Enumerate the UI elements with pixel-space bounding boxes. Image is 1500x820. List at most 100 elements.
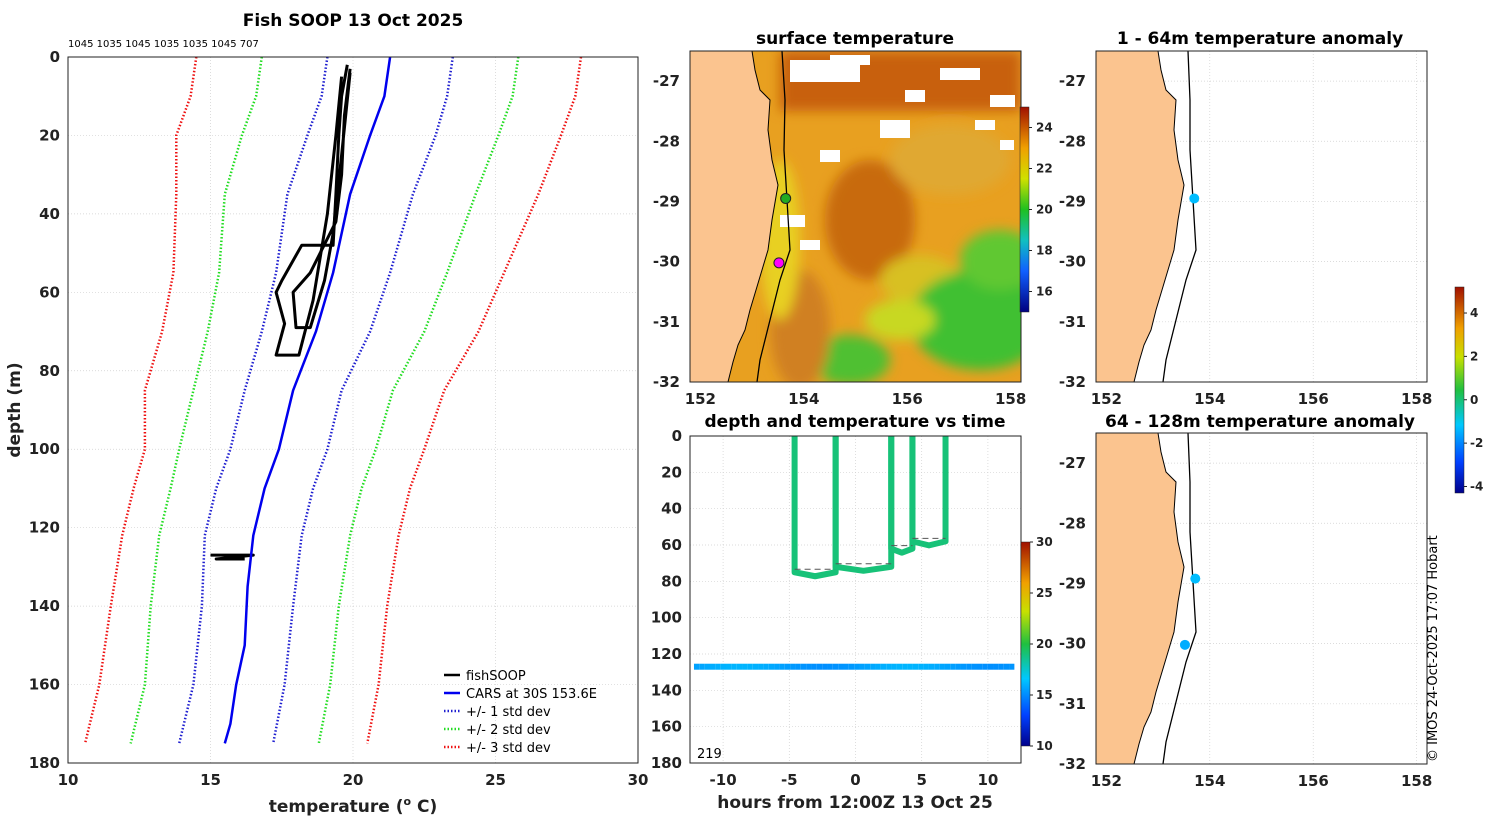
colorbar-tick-label: 25 [1036, 586, 1053, 600]
colorbar-tick-label: 18 [1036, 244, 1053, 258]
x-tick-label: 10 [977, 771, 998, 789]
series--1-std-dev [271, 57, 455, 744]
profile-legend: fishSOOP CARS at 30S 153.6E +/- 1 std de… [444, 669, 597, 756]
shelf-contour [1162, 433, 1197, 764]
land-mass [1096, 51, 1185, 382]
colorbar-tick-label: 10 [1036, 739, 1053, 753]
anomaly-1-64-points [1189, 193, 1200, 204]
anomaly-1-64-axes-box [1095, 50, 1428, 383]
legend-std1: +/- 1 std dev [466, 705, 551, 720]
y-tick-label: 100 [651, 609, 682, 627]
legend-std2: +/- 2 std dev [466, 723, 551, 738]
x-tick-label: 15 [200, 771, 221, 789]
lat-tick-label: -30 [653, 253, 680, 271]
time-series-title: depth and temperature vs time [705, 412, 1006, 432]
lat-tick-label: -30 [1059, 253, 1086, 271]
land-mass [1096, 433, 1185, 764]
lon-tick-label: 156 [892, 390, 923, 408]
lon-tick-label: 152 [1091, 772, 1122, 790]
y-tick-label: 160 [29, 676, 60, 694]
colorbar-tick-label: 20 [1036, 637, 1053, 651]
anomaly-1-64-title: 1 - 64m temperature anomaly [1117, 29, 1403, 49]
anomaly-point [1189, 193, 1200, 204]
colorbar-tick-label: 24 [1036, 121, 1053, 135]
time-series-xlabel: hours from 12:00Z 13 Oct 25 [717, 793, 993, 813]
y-tick-label: 40 [39, 205, 60, 223]
anomaly-64-128-ticks: 152 154 156 158 -27 -28 -29 -30 -31 -32 [1059, 454, 1432, 790]
y-tick-label: 20 [39, 126, 60, 144]
colorbar-tick-label: -4 [1470, 479, 1483, 493]
time-series-panel: depth and temperature vs time -10 -5 0 5 100… [651, 412, 1053, 813]
series--3-std-dev [366, 57, 583, 744]
y-tick-label: 80 [661, 572, 682, 590]
profile-ticks: 10 15 20 25 30 0 20 40 60 80 100 120 140 160 180 [29, 48, 649, 789]
shelf-contour [1162, 51, 1197, 382]
lon-tick-label: 158 [995, 390, 1026, 408]
profile-series [83, 57, 583, 744]
colorbar-tick-label: 16 [1036, 285, 1053, 299]
y-tick-label: 0 [50, 48, 60, 66]
sst-colorbar-ticks: 16 18 20 22 24 [1029, 121, 1053, 299]
colorbar-tick-label: 4 [1470, 306, 1478, 320]
colorbar-tick-label: 22 [1036, 162, 1053, 176]
profile-grid [67, 56, 639, 764]
cast-track [832, 436, 895, 574]
lat-tick-label: -31 [653, 313, 680, 331]
time-series-colorbar [1020, 541, 1031, 747]
y-tick-label: 180 [29, 754, 60, 772]
cast-track [909, 436, 949, 549]
y-tick-label: 180 [651, 754, 682, 772]
lon-tick-label: 158 [1401, 772, 1432, 790]
anomaly-64-128-title: 64 - 128m temperature anomaly [1105, 412, 1415, 432]
time-series-annotation: 219 [697, 747, 722, 762]
y-tick-label: 40 [661, 500, 682, 518]
colorbar-tick-label: -2 [1470, 436, 1483, 450]
y-tick-label: 60 [39, 283, 60, 301]
lat-tick-label: -32 [653, 373, 680, 391]
legend-std3: +/- 3 std dev [466, 741, 551, 756]
colorbar-tick-label: 20 [1036, 203, 1053, 217]
series-fishsoop [274, 64, 349, 357]
x-tick-label: 0 [850, 771, 860, 789]
y-tick-label: 60 [661, 536, 682, 554]
lat-tick-label: -27 [1059, 454, 1086, 472]
colorbar-tick-label: 2 [1470, 349, 1478, 363]
time-series-data [693, 436, 1015, 670]
series--3-std-dev [83, 57, 198, 744]
series-fishsoop [210, 553, 255, 561]
time-series-grid [690, 435, 1021, 764]
lat-tick-label: -28 [653, 132, 680, 150]
shelf-contour [756, 51, 791, 382]
cast-track [888, 436, 916, 556]
x-tick-label: 20 [343, 771, 364, 789]
lat-tick-label: -27 [653, 72, 680, 90]
lat-tick-label: -32 [1059, 373, 1086, 391]
y-tick-label: 0 [672, 427, 682, 445]
lon-tick-label: 154 [788, 390, 819, 408]
y-tick-label: 140 [29, 597, 60, 615]
anomaly-colorbar [1454, 286, 1465, 494]
anomaly-64-128-map [1096, 433, 1197, 764]
lat-tick-label: -31 [1059, 695, 1086, 713]
anomaly-point [1179, 639, 1190, 650]
anomaly-64-128-panel: 64 - 128m temperature anomaly 152 154 156 1… [1059, 286, 1483, 790]
legend-fishsoop: fishSOOP [466, 669, 526, 684]
cast-track [791, 436, 839, 580]
lat-tick-label: -28 [1059, 132, 1086, 150]
cloud-mask [780, 55, 1015, 250]
lon-tick-label: 152 [685, 390, 716, 408]
series-cars-at-30s-153-6e [223, 57, 392, 744]
lon-tick-label: 154 [1194, 772, 1225, 790]
profile-ylabel: depth (m) [5, 362, 25, 457]
lon-tick-label: 156 [1298, 772, 1329, 790]
anomaly-1-64-ticks: 152 154 156 158 -27 -28 -29 -30 -31 -32 [1059, 72, 1432, 408]
x-tick-label: -10 [710, 771, 737, 789]
lon-tick-label: 156 [1298, 390, 1329, 408]
credit-text: © IMOS 24-Oct-2025 17:07 Hobart [1426, 535, 1441, 762]
lat-tick-label: -28 [1059, 514, 1086, 532]
sst-field-texture [760, 51, 1021, 382]
series--2-std-dev [317, 57, 520, 744]
y-tick-label: 100 [29, 440, 60, 458]
y-tick-label: 120 [29, 519, 60, 537]
